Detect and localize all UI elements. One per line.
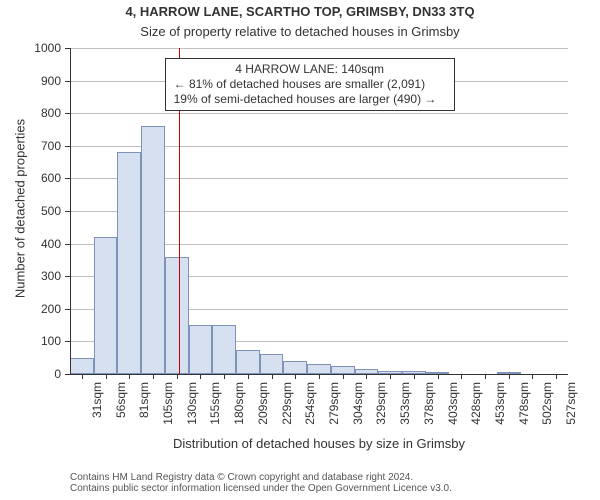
x-tick-mark: [438, 374, 439, 379]
x-tick-label: 527sqm: [564, 382, 578, 432]
gridline: [70, 113, 568, 114]
x-tick-mark: [106, 374, 107, 379]
histogram-bar: [331, 366, 355, 374]
x-tick-mark: [272, 374, 273, 379]
x-tick-label: 304sqm: [351, 382, 365, 432]
x-tick-label: 180sqm: [232, 382, 246, 432]
x-tick-mark: [509, 374, 510, 379]
y-tick-label: 1000: [0, 41, 61, 55]
histogram-bar: [70, 358, 94, 374]
annotation-line: 4 HARROW LANE: 140sqm: [174, 62, 446, 77]
x-tick-mark: [414, 374, 415, 379]
x-tick-label: 279sqm: [327, 382, 341, 432]
x-axis-title: Distribution of detached houses by size …: [70, 436, 568, 451]
histogram-bar: [94, 237, 118, 374]
x-tick-label: 130sqm: [185, 382, 199, 432]
y-tick-label: 800: [0, 106, 61, 120]
histogram-bar: [141, 126, 165, 374]
y-tick-label: 400: [0, 237, 61, 251]
x-tick-mark: [366, 374, 367, 379]
x-tick-label: 453sqm: [493, 382, 507, 432]
y-tick-label: 0: [0, 367, 61, 381]
histogram-bar: [260, 354, 284, 374]
x-tick-mark: [461, 374, 462, 379]
y-tick-label: 600: [0, 171, 61, 185]
x-tick-mark: [153, 374, 154, 379]
histogram-bar: [307, 364, 331, 374]
x-tick-label: 155sqm: [208, 382, 222, 432]
y-axis-line: [70, 48, 71, 374]
histogram-bar: [236, 350, 260, 374]
gridline: [70, 48, 568, 49]
x-tick-label: 502sqm: [540, 382, 554, 432]
annotation-line: ← 81% of detached houses are smaller (2,…: [174, 77, 446, 92]
x-tick-mark: [82, 374, 83, 379]
x-tick-mark: [390, 374, 391, 379]
x-tick-mark: [200, 374, 201, 379]
x-tick-mark: [295, 374, 296, 379]
x-tick-label: 378sqm: [422, 382, 436, 432]
x-tick-mark: [319, 374, 320, 379]
x-tick-label: 428sqm: [469, 382, 483, 432]
y-tick-label: 200: [0, 302, 61, 316]
x-tick-label: 105sqm: [161, 382, 175, 432]
histogram-bar: [283, 361, 307, 374]
x-tick-mark: [224, 374, 225, 379]
histogram-bar: [165, 257, 189, 374]
x-tick-mark: [343, 374, 344, 379]
x-tick-mark: [556, 374, 557, 379]
x-tick-label: 478sqm: [517, 382, 531, 432]
x-tick-label: 229sqm: [280, 382, 294, 432]
chart-footer: Contains HM Land Registry data © Crown c…: [70, 472, 452, 494]
footer-line: Contains HM Land Registry data © Crown c…: [70, 472, 452, 483]
y-tick-label: 100: [0, 334, 61, 348]
chart-container: { "layout": { "width": 600, "height": 50…: [0, 0, 600, 500]
x-tick-label: 209sqm: [256, 382, 270, 432]
annotation-line: 19% of semi-detached houses are larger (…: [174, 92, 446, 107]
y-tick-label: 900: [0, 74, 61, 88]
x-tick-mark: [248, 374, 249, 379]
x-tick-mark: [129, 374, 130, 379]
x-tick-label: 31sqm: [90, 382, 104, 432]
x-tick-label: 81sqm: [137, 382, 151, 432]
x-tick-label: 254sqm: [303, 382, 317, 432]
y-tick-label: 700: [0, 139, 61, 153]
histogram-bar: [189, 325, 213, 374]
x-tick-mark: [532, 374, 533, 379]
x-tick-label: 56sqm: [114, 382, 128, 432]
histogram-bar: [117, 152, 141, 374]
plot-area: 4 HARROW LANE: 140sqm← 81% of detached h…: [70, 48, 568, 374]
x-tick-label: 353sqm: [398, 382, 412, 432]
footer-line: Contains public sector information licen…: [70, 483, 452, 494]
x-tick-mark: [485, 374, 486, 379]
chart-subtitle: Size of property relative to detached ho…: [0, 24, 600, 39]
histogram-bar: [212, 325, 236, 374]
annotation-box: 4 HARROW LANE: 140sqm← 81% of detached h…: [165, 58, 455, 111]
chart-title-address: 4, HARROW LANE, SCARTHO TOP, GRIMSBY, DN…: [0, 4, 600, 19]
y-tick-label: 300: [0, 269, 61, 283]
x-tick-mark: [177, 374, 178, 379]
y-tick-label: 500: [0, 204, 61, 218]
x-tick-label: 329sqm: [374, 382, 388, 432]
x-tick-label: 403sqm: [446, 382, 460, 432]
